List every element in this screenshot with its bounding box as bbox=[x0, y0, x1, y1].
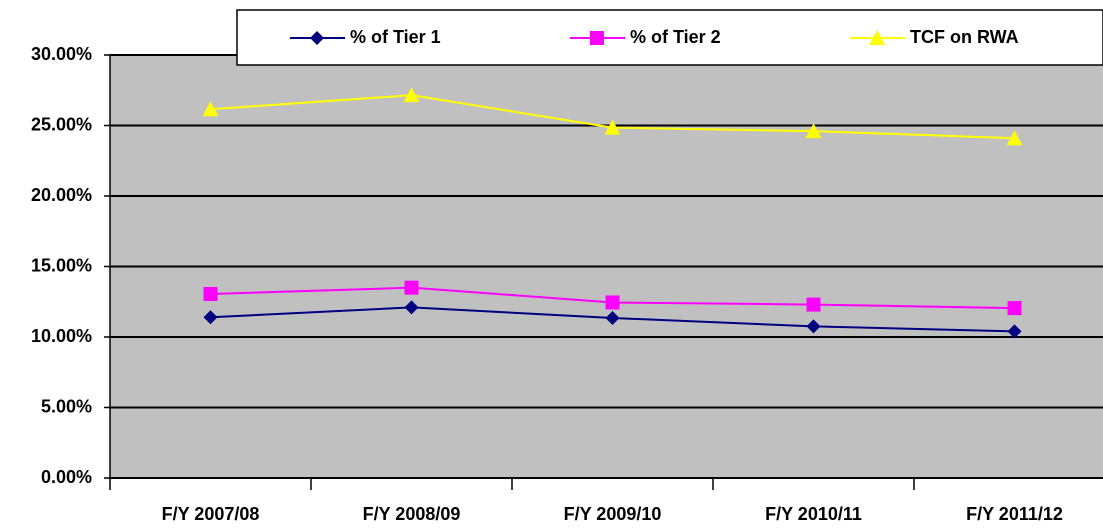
legend-label: % of Tier 2 bbox=[630, 27, 721, 47]
legend-box bbox=[236, 9, 1103, 66]
data-point bbox=[1006, 130, 1023, 146]
x-tick-label: F/Y 2007/08 bbox=[162, 504, 260, 524]
legend-label: TCF on RWA bbox=[910, 27, 1019, 47]
y-tick-label: 0.00% bbox=[41, 467, 92, 487]
data-point bbox=[1007, 301, 1022, 316]
legend-marker bbox=[310, 31, 324, 45]
data-point bbox=[605, 295, 620, 310]
data-point bbox=[403, 87, 420, 103]
data-point bbox=[806, 319, 821, 334]
data-point bbox=[202, 101, 219, 117]
y-tick-label: 25.00% bbox=[31, 114, 92, 134]
data-point bbox=[404, 300, 419, 315]
legend-label: % of Tier 1 bbox=[350, 27, 441, 47]
y-tick-label: 5.00% bbox=[41, 396, 92, 416]
data-point bbox=[604, 119, 621, 135]
data-point bbox=[404, 280, 419, 295]
data-point bbox=[805, 123, 822, 139]
legend-marker bbox=[869, 30, 885, 45]
x-tick-label: F/Y 2008/09 bbox=[363, 504, 461, 524]
y-tick-label: 20.00% bbox=[31, 185, 92, 205]
data-point bbox=[203, 286, 218, 301]
legend-marker bbox=[590, 31, 604, 45]
data-point bbox=[605, 310, 620, 325]
x-tick-label: F/Y 2011/12 bbox=[966, 504, 1063, 524]
y-tick-label: 10.00% bbox=[31, 326, 92, 346]
x-tick-label: F/Y 2009/10 bbox=[564, 504, 662, 524]
data-point bbox=[806, 297, 821, 312]
data-point bbox=[203, 310, 218, 325]
data-point bbox=[1007, 324, 1022, 339]
x-tick-label: F/Y 2010/11 bbox=[765, 504, 862, 524]
y-tick-label: 30.00% bbox=[31, 44, 92, 64]
y-tick-label: 15.00% bbox=[31, 255, 92, 275]
